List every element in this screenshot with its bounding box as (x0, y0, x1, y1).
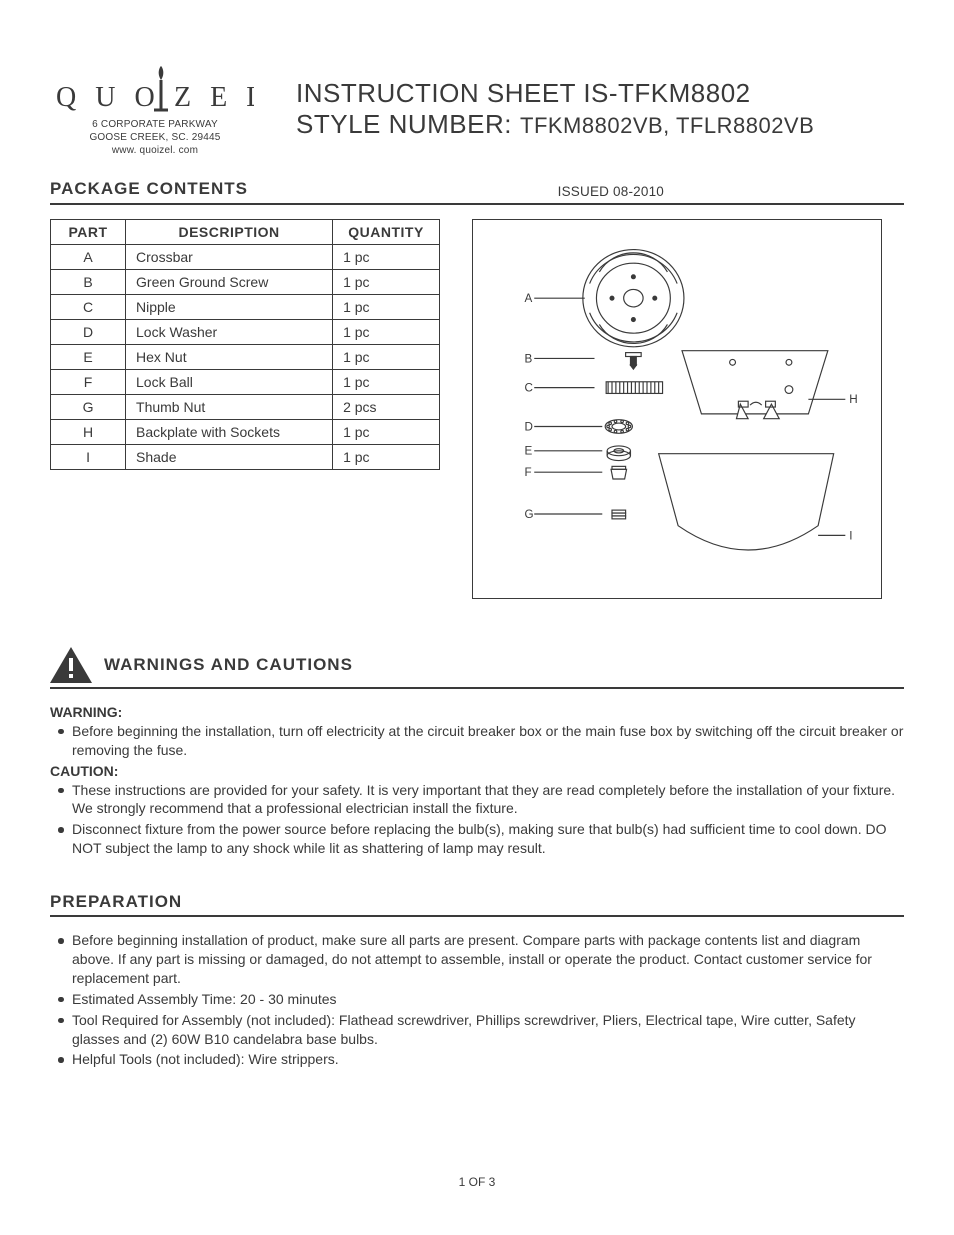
address-line: www. quoizel. com (50, 144, 260, 157)
table-row: HBackplate with Sockets1 pc (51, 420, 440, 445)
svg-text:B: B (525, 352, 533, 365)
list-item: Helpful Tools (not included): Wire strip… (50, 1050, 904, 1069)
brand-logo: Q U O Z E L 6 CORPORATE PARKWAY GOOSE CR… (50, 60, 260, 157)
warnings-section: WARNINGS AND CAUTIONS WARNING: Before be… (50, 647, 904, 858)
cell-description: Backplate with Sockets (126, 420, 333, 445)
cell-part: A (51, 245, 126, 270)
cell-quantity: 1 pc (333, 295, 440, 320)
list-item: Before beginning the installation, turn … (50, 722, 904, 760)
cell-description: Hex Nut (126, 345, 333, 370)
preparation-list: Before beginning installation of product… (50, 931, 904, 1069)
cell-quantity: 1 pc (333, 270, 440, 295)
header: Q U O Z E L 6 CORPORATE PARKWAY GOOSE CR… (50, 60, 904, 157)
col-quantity: QUANTITY (333, 220, 440, 245)
list-item: Estimated Assembly Time: 20 - 30 minutes (50, 990, 904, 1009)
cell-description: Lock Ball (126, 370, 333, 395)
cell-quantity: 1 pc (333, 420, 440, 445)
page-footer: 1 OF 3 (0, 1175, 954, 1189)
section-rule (50, 915, 904, 917)
cell-part: C (51, 295, 126, 320)
cell-description: Green Ground Screw (126, 270, 333, 295)
cell-part: G (51, 395, 126, 420)
svg-text:I: I (849, 529, 852, 542)
section-title: WARNINGS AND CAUTIONS (104, 655, 353, 675)
svg-text:F: F (525, 466, 532, 479)
cell-description: Lock Washer (126, 320, 333, 345)
col-description: DESCRIPTION (126, 220, 333, 245)
warning-list: Before beginning the installation, turn … (50, 722, 904, 760)
table-row: CNipple1 pc (51, 295, 440, 320)
svg-text:C: C (525, 382, 533, 395)
warning-label: WARNING: (50, 703, 904, 722)
section-title: PREPARATION (50, 892, 904, 912)
svg-text:Q U O: Q U O (56, 82, 161, 113)
cell-part: E (51, 345, 126, 370)
svg-text:H: H (849, 393, 857, 406)
title-line-1: INSTRUCTION SHEET IS-TFKM8802 (296, 78, 904, 109)
cell-quantity: 1 pc (333, 320, 440, 345)
table-row: DLock Washer1 pc (51, 320, 440, 345)
svg-text:G: G (525, 508, 534, 521)
table-row: BGreen Ground Screw1 pc (51, 270, 440, 295)
package-contents-header: PACKAGE CONTENTS ISSUED 08-2010 (50, 179, 904, 199)
table-row: GThumb Nut2 pcs (51, 395, 440, 420)
document-title: INSTRUCTION SHEET IS-TFKM8802 STYLE NUMB… (296, 60, 904, 140)
cell-part: B (51, 270, 126, 295)
caution-label: CAUTION: (50, 762, 904, 781)
list-item: Tool Required for Assembly (not included… (50, 1011, 904, 1049)
style-number-value: TFKM8802VB, TFLR8802VB (520, 113, 814, 139)
cell-quantity: 1 pc (333, 370, 440, 395)
brand-wordmark: Q U O Z E L (50, 66, 260, 114)
cell-part: I (51, 445, 126, 470)
svg-text:A: A (525, 292, 533, 305)
cell-description: Nipple (126, 295, 333, 320)
col-part: PART (51, 220, 126, 245)
cell-description: Thumb Nut (126, 395, 333, 420)
table-row: IShade1 pc (51, 445, 440, 470)
parts-table: PART DESCRIPTION QUANTITY ACrossbar1 pcB… (50, 219, 440, 470)
list-item: Before beginning installation of product… (50, 931, 904, 988)
list-item: Disconnect fixture from the power source… (50, 820, 904, 858)
address-line: 6 CORPORATE PARKWAY (50, 118, 260, 131)
section-rule (50, 687, 904, 689)
cell-quantity: 1 pc (333, 445, 440, 470)
cell-part: H (51, 420, 126, 445)
table-row: FLock Ball1 pc (51, 370, 440, 395)
cell-description: Crossbar (126, 245, 333, 270)
cell-quantity: 1 pc (333, 345, 440, 370)
warning-icon (50, 647, 92, 683)
brand-address: 6 CORPORATE PARKWAY GOOSE CREEK, SC. 294… (50, 118, 260, 157)
cell-quantity: 2 pcs (333, 395, 440, 420)
list-item: These instructions are provided for your… (50, 781, 904, 819)
title-line-2: STYLE NUMBER: TFKM8802VB, TFLR8802VB (296, 109, 904, 140)
table-row: ACrossbar1 pc (51, 245, 440, 270)
svg-text:E: E (525, 445, 533, 458)
issued-date: ISSUED 08-2010 (558, 184, 664, 199)
cell-description: Shade (126, 445, 333, 470)
caution-list: These instructions are provided for your… (50, 781, 904, 859)
parts-diagram: A B C DEF G H I (472, 219, 882, 599)
style-number-label: STYLE NUMBER: (296, 109, 512, 140)
section-title: PACKAGE CONTENTS (50, 179, 248, 199)
address-line: GOOSE CREEK, SC. 29445 (50, 131, 260, 144)
cell-quantity: 1 pc (333, 245, 440, 270)
table-row: EHex Nut1 pc (51, 345, 440, 370)
svg-text:Z E L: Z E L (174, 82, 254, 113)
preparation-section: PREPARATION Before beginning installatio… (50, 892, 904, 1069)
cell-part: F (51, 370, 126, 395)
section-rule (50, 203, 904, 205)
svg-text:D: D (525, 420, 533, 433)
cell-part: D (51, 320, 126, 345)
